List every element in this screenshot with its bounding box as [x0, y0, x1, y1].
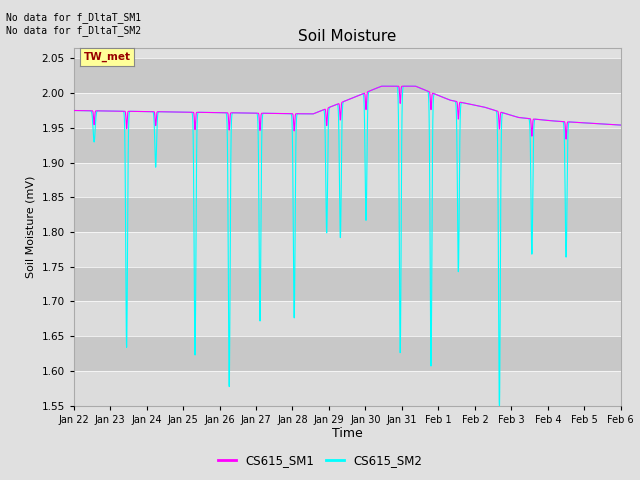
Y-axis label: Soil Moisture (mV): Soil Moisture (mV) — [26, 176, 36, 278]
Bar — [74, 59, 621, 93]
Bar — [74, 371, 621, 406]
Text: No data for f_DltaT_SM1: No data for f_DltaT_SM1 — [6, 12, 141, 23]
Text: No data for f_DltaT_SM2: No data for f_DltaT_SM2 — [6, 25, 141, 36]
Bar — [74, 232, 621, 267]
Legend: CS615_SM1, CS615_SM2: CS615_SM1, CS615_SM2 — [213, 449, 427, 472]
X-axis label: Time: Time — [332, 427, 363, 441]
Bar — [74, 267, 621, 301]
Bar — [74, 197, 621, 232]
Text: TW_met: TW_met — [84, 52, 131, 62]
Title: Soil Moisture: Soil Moisture — [298, 29, 396, 44]
Bar — [74, 336, 621, 371]
Bar — [74, 93, 621, 128]
Bar — [74, 163, 621, 197]
Bar — [74, 128, 621, 163]
Bar — [74, 301, 621, 336]
